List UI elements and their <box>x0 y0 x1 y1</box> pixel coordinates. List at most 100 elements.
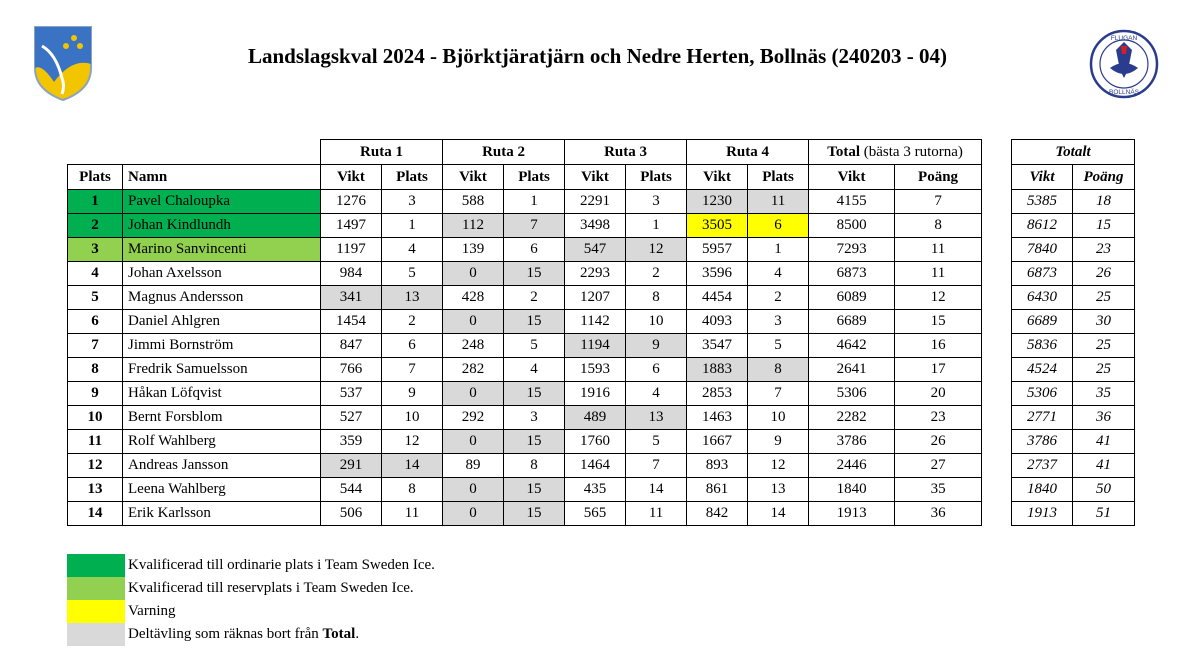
ruta1-vikt-cell: 544 <box>320 477 382 502</box>
ruta2-plats-cell: 15 <box>503 381 566 406</box>
totalt-vikt-cell: 4524 <box>1011 357 1073 382</box>
ruta2-vikt-cell: 292 <box>442 405 505 430</box>
ruta2-vikt-cell: 89 <box>442 453 505 478</box>
total-vikt-cell: 6089 <box>808 285 896 310</box>
totalt-row: 7840 23 <box>1011 237 1136 262</box>
totalt-poang-header: Poäng <box>1071 164 1136 190</box>
name-cell: Andreas Jansson <box>122 453 321 478</box>
total-poang-cell: 12 <box>894 285 983 310</box>
ruta3-plats-cell: 4 <box>625 381 688 406</box>
totalt-poang-cell: 51 <box>1071 501 1136 526</box>
ruta3-plats-cell: 3 <box>625 189 688 214</box>
ruta4-vikt-cell: 4454 <box>686 285 749 310</box>
totalt-vikt-cell: 8612 <box>1011 213 1073 238</box>
ruta4-plats-cell: 12 <box>747 453 810 478</box>
name-cell: Magnus Andersson <box>122 285 321 310</box>
totalt-row: 1840 50 <box>1011 477 1136 502</box>
ruta3-vikt-cell: 2291 <box>564 189 627 214</box>
ruta1-plats-cell: 12 <box>380 429 444 454</box>
totalt-vikt-cell: 1840 <box>1011 477 1073 502</box>
totalt-vikt-cell: 7840 <box>1011 237 1073 262</box>
ruta1-plats-cell: 13 <box>380 285 444 310</box>
name-cell: Erik Karlsson <box>122 501 321 526</box>
total-vikt-cell: 6689 <box>808 309 896 334</box>
ruta4-plats-cell: 6 <box>747 213 810 238</box>
rank-cell: 12 <box>67 453 123 478</box>
rank-cell: 3 <box>67 237 123 262</box>
ruta4-plats-cell: 9 <box>747 429 810 454</box>
totalt-row: 6873 26 <box>1011 261 1136 286</box>
total-vikt-cell: 2446 <box>808 453 896 478</box>
legend-swatch <box>67 554 125 577</box>
rank-cell: 2 <box>67 213 123 238</box>
rank-cell: 13 <box>67 477 123 502</box>
ruta4-vikt-cell: 861 <box>686 477 749 502</box>
ruta1-plats-cell: 1 <box>380 213 444 238</box>
totalt-poang-cell: 41 <box>1071 453 1136 478</box>
ruta2-plats-cell: 3 <box>503 405 566 430</box>
ruta4-plats-cell: 3 <box>747 309 810 334</box>
ruta1-header: Ruta 1 <box>319 139 444 165</box>
vikt-header: Vikt <box>686 164 749 190</box>
ruta3-vikt-cell: 435 <box>564 477 627 502</box>
ruta4-vikt-cell: 3505 <box>686 213 749 238</box>
ruta1-plats-cell: 10 <box>380 405 444 430</box>
ruta1-plats-cell: 2 <box>380 309 444 334</box>
ruta3-plats-cell: 5 <box>625 429 688 454</box>
total-vikt-cell: 4642 <box>808 333 896 358</box>
totalt-vikt-cell: 6430 <box>1011 285 1073 310</box>
ruta3-vikt-cell: 1593 <box>564 357 627 382</box>
plats-col-header: Plats <box>747 164 810 190</box>
table-row: 12 Andreas Jansson 291 14 89 8 1464 7 893 12 2446 2… <box>67 453 983 478</box>
ruta4-header: Ruta 4 <box>686 139 810 165</box>
ruta3-vikt-cell: 565 <box>564 501 627 526</box>
total-vikt-cell: 2641 <box>808 357 896 382</box>
name-cell: Johan Kindlundh <box>122 213 321 238</box>
totalt-row: 2737 41 <box>1011 453 1136 478</box>
table-row: 7 Jimmi Bornström 847 6 248 5 1194 9 3547 5 4642 16 <box>67 333 983 358</box>
ruta3-vikt-cell: 489 <box>564 405 627 430</box>
totalt-row: 1913 51 <box>1011 501 1136 526</box>
plats-col-header: Plats <box>625 164 688 190</box>
totalt-vikt-cell: 5385 <box>1011 189 1073 214</box>
total-poang-cell: 11 <box>894 237 983 262</box>
total-vikt-cell: 5306 <box>808 381 896 406</box>
ruta1-plats-cell: 11 <box>380 501 444 526</box>
totalt-vikt-cell: 2771 <box>1011 405 1073 430</box>
totalt-row: 6430 25 <box>1011 285 1136 310</box>
ruta1-vikt-cell: 341 <box>320 285 382 310</box>
total-header: Total (bästa 3 rutorna) <box>808 139 983 165</box>
ruta4-plats-cell: 11 <box>747 189 810 214</box>
legend-swatch <box>67 577 125 600</box>
totalt-poang-cell: 23 <box>1071 237 1136 262</box>
ruta3-vikt-cell: 1464 <box>564 453 627 478</box>
ruta4-vikt-cell: 842 <box>686 501 749 526</box>
ruta1-vikt-cell: 291 <box>320 453 382 478</box>
ruta1-vikt-cell: 1454 <box>320 309 382 334</box>
ruta3-vikt-cell: 1194 <box>564 333 627 358</box>
totalt-vikt-cell: 6689 <box>1011 309 1073 334</box>
name-cell: Leena Wahlberg <box>122 477 321 502</box>
total-vikt-cell: 2282 <box>808 405 896 430</box>
totalt-poang-cell: 25 <box>1071 357 1136 382</box>
ruta2-plats-cell: 1 <box>503 189 566 214</box>
totalt-vikt-cell: 3786 <box>1011 429 1073 454</box>
ruta1-vikt-cell: 1197 <box>320 237 382 262</box>
ruta3-plats-cell: 1 <box>625 213 688 238</box>
total-vikt-cell: 7293 <box>808 237 896 262</box>
ruta3-plats-cell: 11 <box>625 501 688 526</box>
namn-header: Namn <box>122 164 321 190</box>
ruta3-vikt-cell: 3498 <box>564 213 627 238</box>
rank-cell: 5 <box>67 285 123 310</box>
ruta2-vikt-cell: 0 <box>442 309 505 334</box>
ruta1-plats-cell: 4 <box>380 237 444 262</box>
ruta3-plats-cell: 10 <box>625 309 688 334</box>
rank-cell: 7 <box>67 333 123 358</box>
ruta1-vikt-cell: 537 <box>320 381 382 406</box>
name-cell: Jimmi Bornström <box>122 333 321 358</box>
totalt-row: 2771 36 <box>1011 405 1136 430</box>
legend-text: Varning <box>128 603 176 619</box>
ruta4-plats-cell: 4 <box>747 261 810 286</box>
ruta4-vikt-cell: 1883 <box>686 357 749 382</box>
legend-swatch <box>67 623 125 646</box>
